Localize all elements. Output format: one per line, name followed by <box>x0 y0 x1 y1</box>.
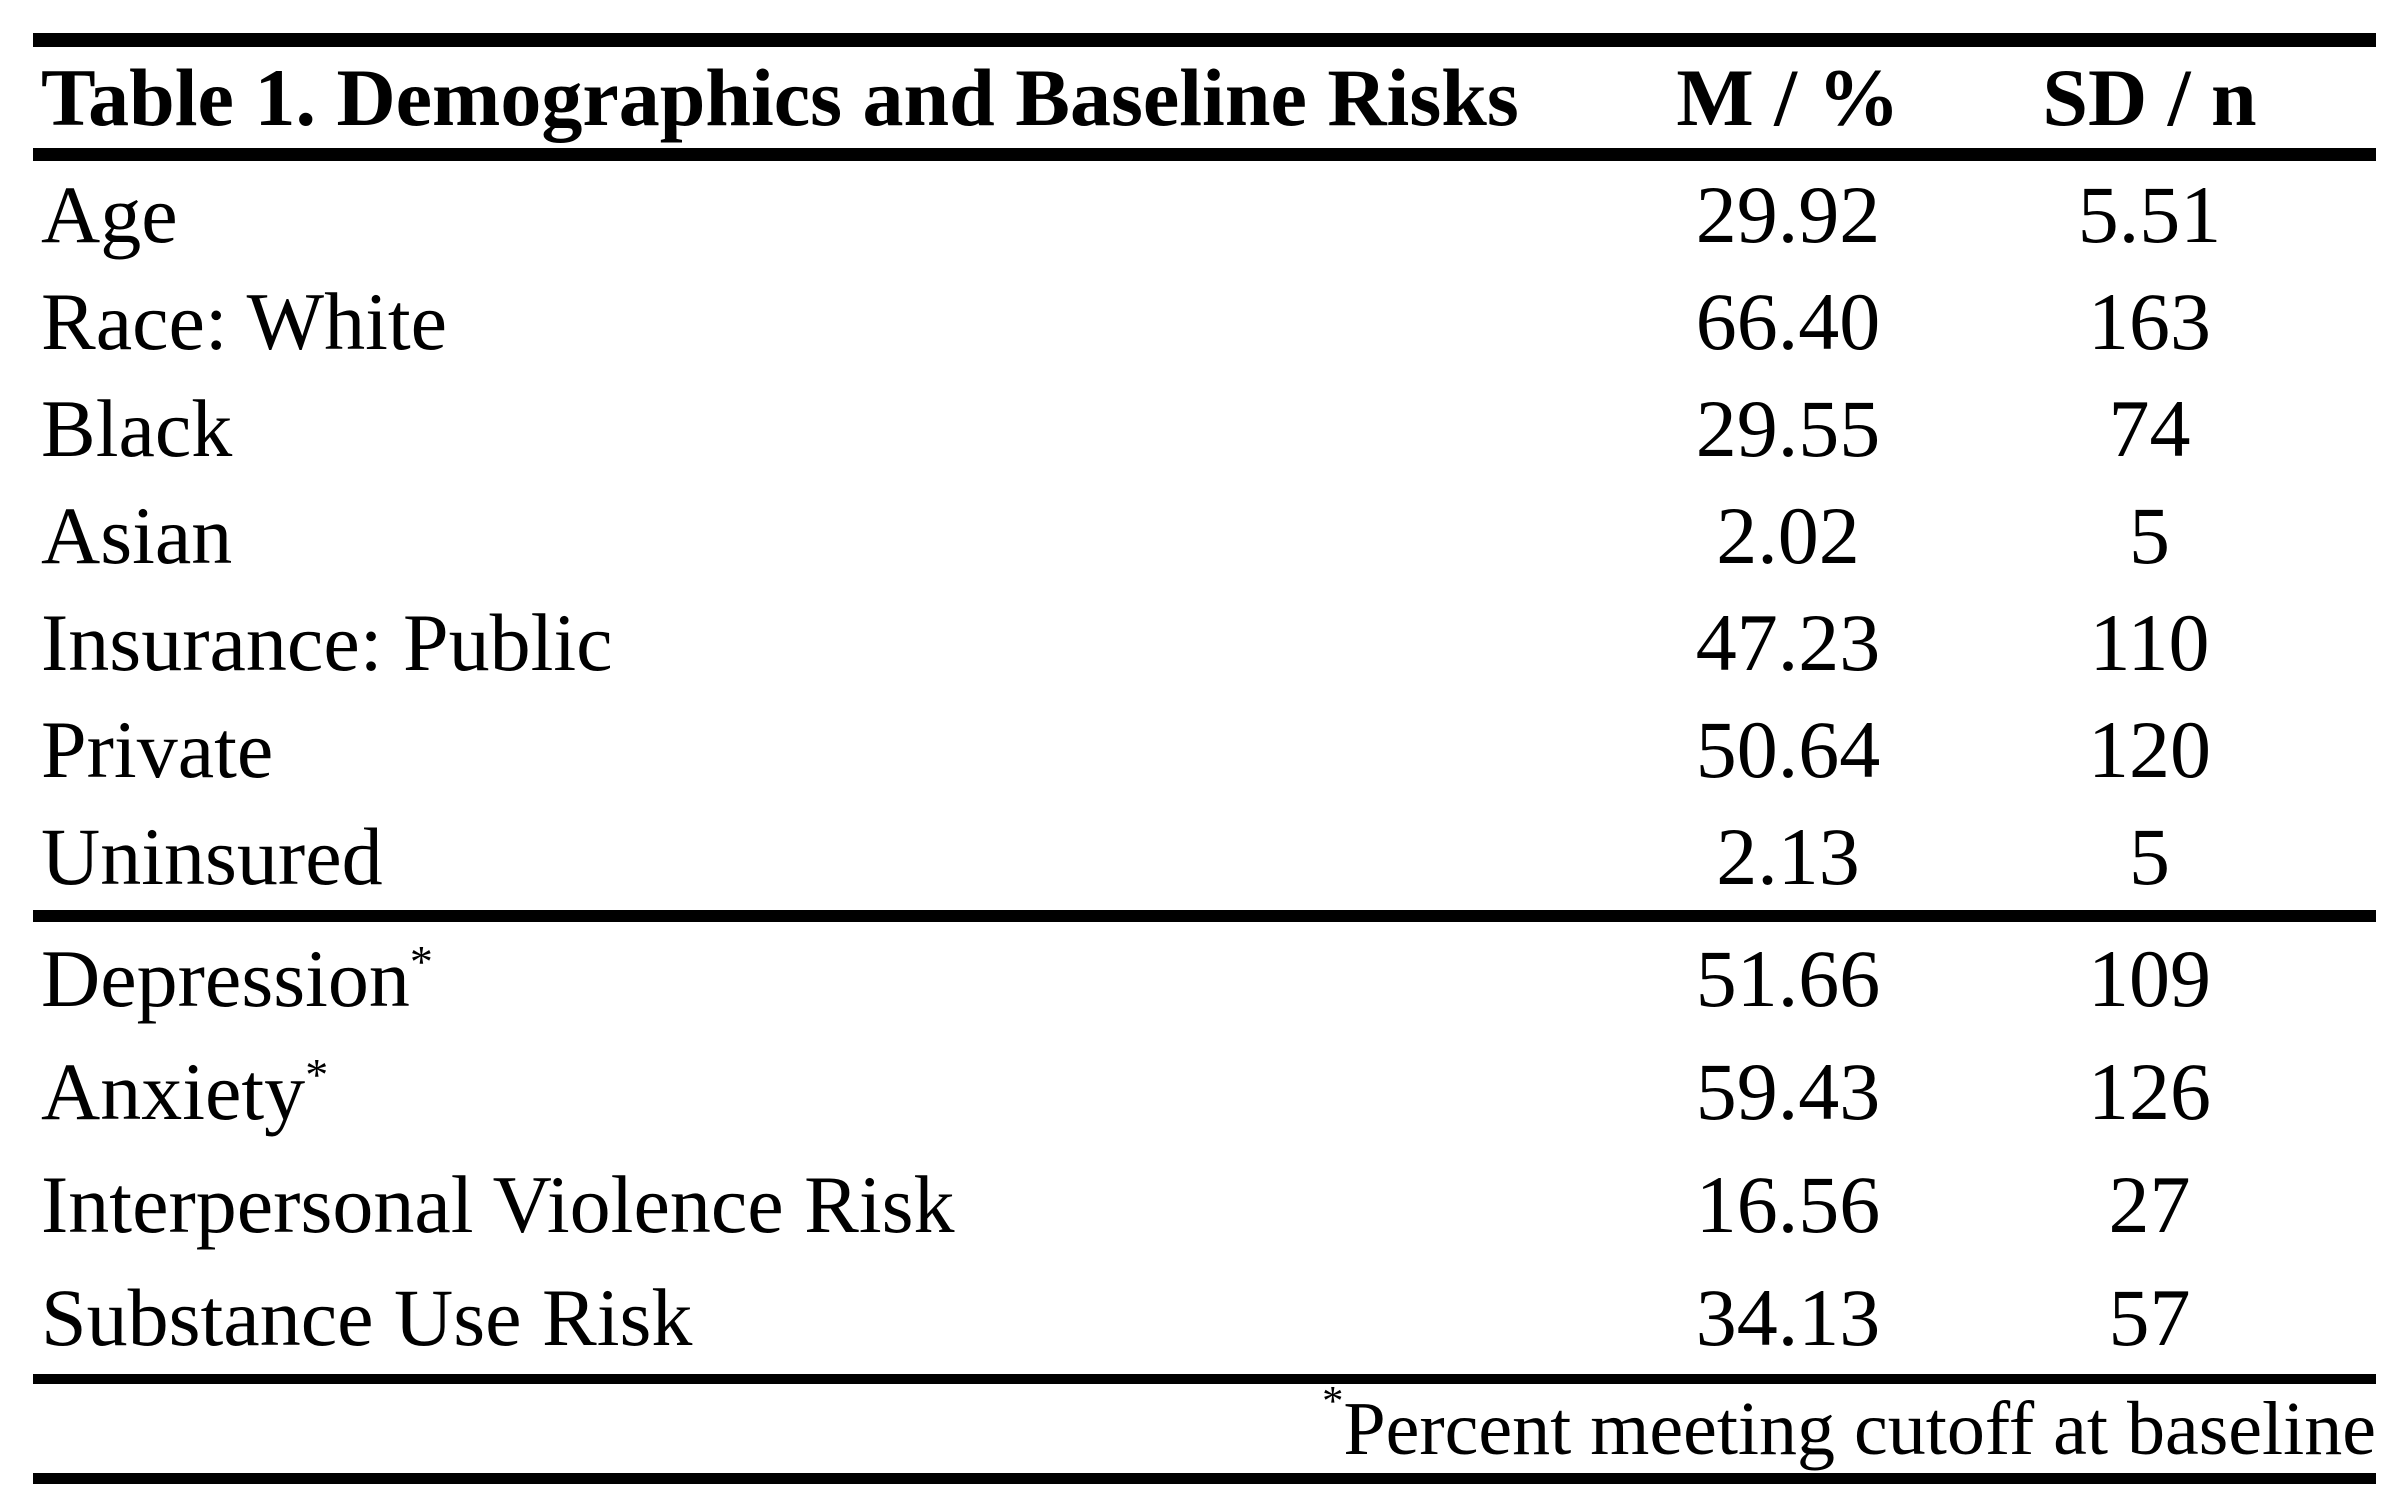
sd-value: 5 <box>2129 810 2170 902</box>
col-header-sd: SD / n <box>2042 51 2257 143</box>
row-label: Insurance: Public <box>41 596 613 688</box>
sd-value: 57 <box>2108 1271 2191 1363</box>
row-label: Interpersonal Violence Risk <box>41 1158 955 1250</box>
header-rule <box>33 148 2376 161</box>
sd-value: 126 <box>2088 1045 2211 1137</box>
m-value: 2.13 <box>1716 810 1860 902</box>
m-value: 29.55 <box>1695 382 1881 474</box>
table-row: Substance Use Risk 34.13 57 <box>33 1261 2376 1374</box>
sd-value: 5 <box>2129 489 2170 581</box>
table-row: Age 29.92 5.51 <box>33 161 2376 268</box>
m-value: 34.13 <box>1695 1271 1881 1363</box>
footnote: * Percent meeting cutoff at baseline <box>1322 1378 2376 1471</box>
m-value: 16.56 <box>1695 1158 1881 1250</box>
col-header-m: M / % <box>1676 51 1900 143</box>
sd-value: 163 <box>2088 275 2211 367</box>
footnote-rule <box>33 1374 2376 1384</box>
table-row: Anxiety* 59.43 126 <box>33 1035 2376 1148</box>
row-label: Depression* <box>41 932 433 1024</box>
row-label: Race: White <box>41 275 448 367</box>
m-value: 2.02 <box>1716 489 1860 581</box>
footnote-text: Percent meeting cutoff at baseline <box>1343 1386 2376 1471</box>
sd-value: 120 <box>2088 703 2211 795</box>
table-title: Table 1. Demographics and Baseline Risks <box>41 51 1519 143</box>
m-value: 47.23 <box>1695 596 1881 688</box>
table-row: Private 50.64 120 <box>33 696 2376 803</box>
table-row: Asian 2.02 5 <box>33 482 2376 589</box>
table-row: Interpersonal Violence Risk 16.56 27 <box>33 1148 2376 1261</box>
m-value: 51.66 <box>1695 932 1881 1024</box>
sd-value: 109 <box>2088 932 2211 1024</box>
table-row: Depression* 51.66 109 <box>33 922 2376 1035</box>
m-value: 29.92 <box>1695 168 1881 260</box>
row-label: Uninsured <box>41 810 383 902</box>
table-row: Race: White 66.40 163 <box>33 268 2376 375</box>
row-label: Private <box>41 703 274 795</box>
m-value: 66.40 <box>1695 275 1881 367</box>
row-label: Asian <box>41 489 233 581</box>
table-row: Black 29.55 74 <box>33 375 2376 482</box>
sd-value: 27 <box>2108 1158 2191 1250</box>
m-value: 50.64 <box>1695 703 1881 795</box>
row-label: Anxiety* <box>41 1045 329 1137</box>
table-row: Insurance: Public 47.23 110 <box>33 589 2376 696</box>
table-header-row: Table 1. Demographics and Baseline Risks… <box>33 47 2376 148</box>
top-rule <box>33 33 2376 47</box>
superscript-marker: * <box>305 1049 329 1101</box>
superscript-marker: * <box>409 936 433 988</box>
section-baseline-risks: Depression* 51.66 109 Anxiety* 59.43 126… <box>33 922 2376 1374</box>
row-label: Substance Use Risk <box>41 1271 693 1363</box>
sd-value: 110 <box>2089 596 2210 688</box>
sd-value: 74 <box>2108 382 2191 474</box>
row-label: Age <box>41 168 178 260</box>
bottom-rule <box>33 1473 2376 1484</box>
table-row: Uninsured 2.13 5 <box>33 803 2376 910</box>
row-label: Black <box>41 382 233 474</box>
demographics-table: Table 1. Demographics and Baseline Risks… <box>33 33 2376 1484</box>
m-value: 59.43 <box>1695 1045 1881 1137</box>
section-divider-rule <box>33 910 2376 922</box>
sd-value: 5.51 <box>2077 168 2222 260</box>
section-demographics: Age 29.92 5.51 Race: White 66.40 163 Bla… <box>33 161 2376 910</box>
